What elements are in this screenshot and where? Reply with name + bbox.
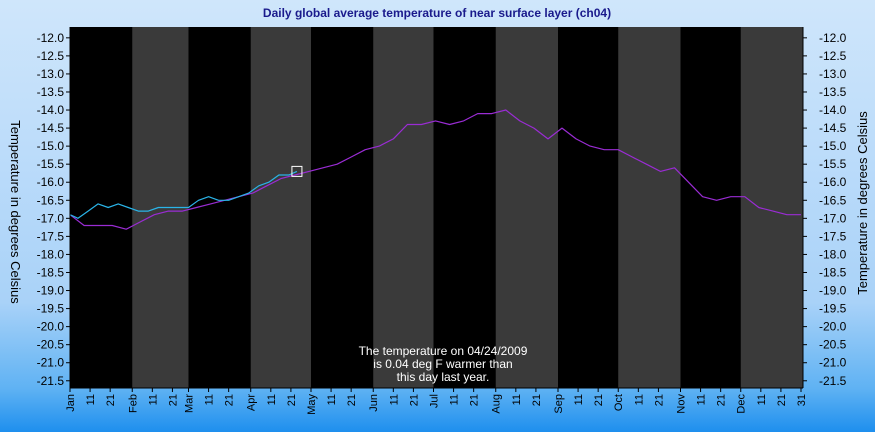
- y-tick-label-left: -20.0: [37, 320, 65, 334]
- y-tick-label-right: -14.5: [819, 121, 847, 135]
- x-tick-label-day: 21: [167, 394, 179, 406]
- y-tick-label-left: -13.5: [37, 85, 65, 99]
- y-tick-label-right: -20.0: [819, 320, 847, 334]
- x-tick-label-end: 31: [796, 394, 808, 406]
- y-tick-label-right: -18.5: [819, 265, 847, 279]
- x-tick-label-jan: Jan: [65, 394, 77, 412]
- x-tick-label-day: 21: [105, 394, 117, 406]
- y-tick-label-left: -17.5: [37, 229, 65, 243]
- y-tick-label-left: -15.0: [37, 139, 65, 153]
- y-tick-label-left: -21.5: [37, 374, 65, 388]
- x-tick-label-jul: Jul: [428, 394, 440, 408]
- y-tick-label-left: -19.5: [37, 302, 65, 316]
- x-tick-label-day: 11: [573, 394, 585, 405]
- y-tick-label-right: -18.0: [819, 247, 847, 261]
- x-tick-label-day: 11: [326, 394, 338, 405]
- month-band-jun: [373, 27, 434, 388]
- y-tick-label-right: -16.5: [819, 193, 847, 207]
- x-tick-label-day: 21: [776, 394, 788, 406]
- y-tick-label-right: -19.5: [819, 302, 847, 316]
- y-tick-label-left: -20.5: [37, 338, 65, 352]
- x-tick-label-dec: Dec: [736, 394, 748, 414]
- x-tick-label-day: 21: [593, 394, 605, 406]
- x-tick-label-day: 21: [346, 394, 358, 406]
- x-tick-label-day: 21: [716, 394, 728, 406]
- y-tick-label-left: -13.0: [37, 67, 65, 81]
- month-band-aug: [495, 27, 558, 388]
- y-tick-label-right: -13.0: [819, 67, 847, 81]
- x-tick-label-day: 21: [531, 394, 543, 406]
- x-tick-label-day: 11: [633, 394, 645, 405]
- x-tick-label-day: 11: [449, 394, 461, 405]
- y-tick-label-left: -16.5: [37, 193, 65, 207]
- series-line-curr: [69, 170, 298, 219]
- y-tick-label-right: -13.5: [819, 85, 847, 99]
- y-axis-right: -12.0 -12.5 -13.0 -13.5 -14.0 -14.5 -15.0 -15.5…: [802, 27, 847, 388]
- month-band-dec: [740, 27, 803, 388]
- y-tick-label-right: -12.5: [819, 49, 847, 63]
- month-band-oct: [618, 27, 681, 388]
- y-tick-label-left: -12.0: [37, 31, 65, 45]
- x-tick-label-day: 21: [469, 394, 481, 406]
- annotation-line-1: The temperature on 04/24/2009: [359, 344, 528, 358]
- y-tick-label-right: -14.0: [819, 103, 847, 117]
- x-tick-label-day: 21: [286, 394, 298, 406]
- y-tick-label-right: -16.0: [819, 175, 847, 189]
- x-tick-label-day: 11: [756, 394, 768, 405]
- y-tick-label-right: -12.0: [819, 31, 847, 45]
- x-tick-label-mar: Mar: [183, 394, 195, 413]
- month-band-apr: [250, 27, 311, 388]
- x-tick-label-apr: Apr: [246, 394, 258, 411]
- x-tick-label-feb: Feb: [127, 394, 139, 413]
- x-tick-label-day: 11: [85, 394, 97, 405]
- x-tick-label-day: 21: [408, 394, 420, 406]
- x-axis: Jan 11 21 Feb 11 21 Mar 11 21 Apr 11 21 May 11 21 Jun 11…: [65, 387, 808, 415]
- y-axis-left: -12.0 -12.5 -13.0 -13.5 -14.0 -14.5 -15.0 -15.5…: [37, 27, 71, 388]
- plot-background: [70, 27, 803, 388]
- x-tick-label-nov: Nov: [675, 394, 687, 414]
- series-line-prev: [69, 109, 801, 230]
- y-axis-label-right: Temperature in degrees Celsius: [855, 111, 870, 295]
- y-tick-label-left: -14.0: [37, 103, 65, 117]
- x-tick-label-may: May: [306, 394, 318, 415]
- x-tick-label-day: 11: [511, 394, 523, 405]
- x-tick-label-oct: Oct: [613, 394, 625, 411]
- x-tick-label-day: 11: [266, 394, 278, 405]
- x-tick-label-day: 11: [696, 394, 708, 405]
- y-tick-label-left: -12.5: [37, 49, 65, 63]
- x-tick-label-day: 11: [147, 394, 159, 405]
- x-tick-label-day: 11: [388, 394, 400, 405]
- plot-area: [69, 27, 803, 388]
- y-tick-label-right: -19.0: [819, 284, 847, 298]
- x-tick-label-jun: Jun: [368, 394, 380, 412]
- current-day-marker: [291, 165, 303, 177]
- y-tick-label-right: -21.0: [819, 356, 847, 370]
- y-tick-label-left: -15.5: [37, 157, 65, 171]
- y-tick-label-right: -17.5: [819, 229, 847, 243]
- y-tick-label-right: -15.5: [819, 157, 847, 171]
- x-tick-label-day: 21: [224, 394, 236, 406]
- y-tick-label-right: -21.5: [819, 374, 847, 388]
- y-tick-label-left: -14.5: [37, 121, 65, 135]
- x-tick-label-aug: Aug: [491, 394, 503, 414]
- y-tick-label-left: -19.0: [37, 284, 65, 298]
- y-tick-label-left: -17.0: [37, 211, 65, 225]
- x-tick-label-sep: Sep: [553, 394, 565, 414]
- y-tick-label-left: -18.5: [37, 265, 65, 279]
- y-tick-label-left: -18.0: [37, 247, 65, 261]
- y-tick-label-right: -17.0: [819, 211, 847, 225]
- x-tick-label-day: 21: [653, 394, 665, 406]
- y-tick-label-left: -16.0: [37, 175, 65, 189]
- y-tick-label-right: -15.0: [819, 139, 847, 153]
- chart-title: Daily global average temperature of near…: [263, 6, 611, 20]
- x-tick-label-day: 11: [204, 394, 216, 405]
- y-tick-label-right: -20.5: [819, 338, 847, 352]
- annotation-line-2: is 0.04 deg F warmer than: [373, 357, 512, 371]
- annotation-line-3: this day last year.: [397, 370, 490, 384]
- y-axis-label-left: Temperature in degrees Celsius: [8, 120, 23, 304]
- y-tick-label-left: -21.0: [37, 356, 65, 370]
